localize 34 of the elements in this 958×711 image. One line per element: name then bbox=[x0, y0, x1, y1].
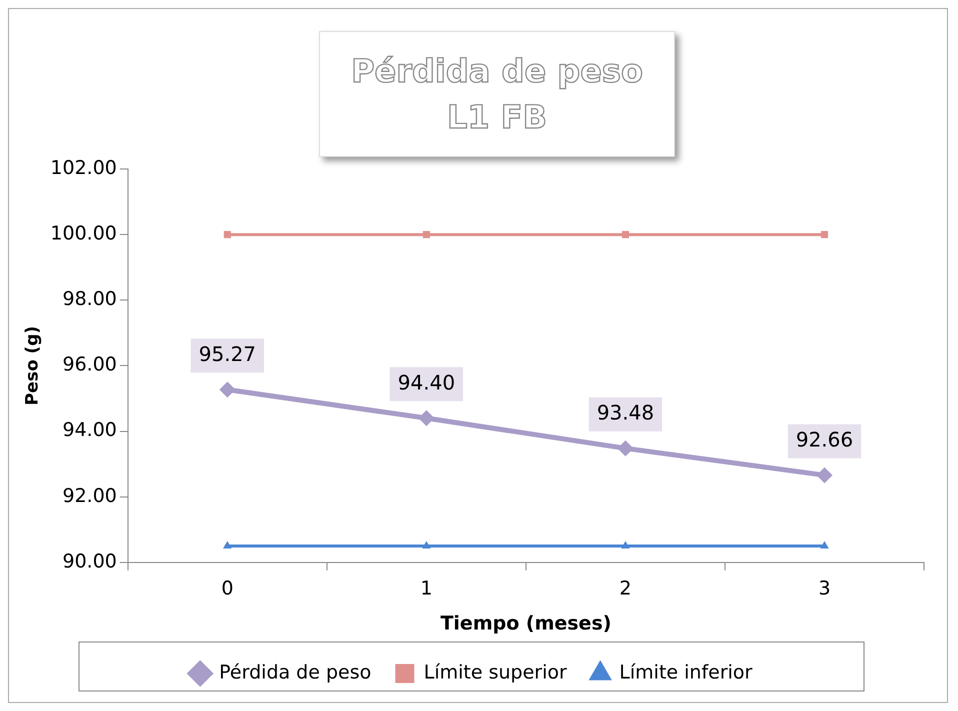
y-axis-title: Peso (g) bbox=[22, 326, 43, 406]
point bbox=[816, 467, 832, 484]
data-label: 95.27 bbox=[198, 342, 256, 366]
point bbox=[617, 440, 634, 456]
y-tick-label: 90.00 bbox=[62, 550, 117, 572]
point bbox=[422, 231, 430, 238]
x-tick-label: 1 bbox=[420, 578, 432, 600]
chart-subtitle: L1 FB bbox=[446, 97, 548, 138]
data-label: 94.40 bbox=[398, 370, 456, 394]
y-tick-label: 96.00 bbox=[62, 354, 117, 376]
point bbox=[219, 382, 236, 398]
point bbox=[422, 541, 431, 549]
legend-label: Pérdida de peso bbox=[219, 661, 372, 684]
legend-label: Límite superior bbox=[424, 661, 567, 684]
point bbox=[621, 541, 630, 549]
chart-title: Pérdida de peso bbox=[350, 51, 644, 92]
y-tick-label: 92.00 bbox=[62, 484, 117, 507]
legend-label: Límite inferior bbox=[619, 661, 753, 684]
x-axis-title: Tiempo (meses) bbox=[440, 612, 612, 635]
y-tick-label: 98.00 bbox=[62, 288, 117, 310]
data-label: 92.66 bbox=[796, 427, 854, 452]
data-label: 93.48 bbox=[596, 400, 654, 425]
point bbox=[622, 231, 629, 238]
x-tick-label: 3 bbox=[818, 578, 831, 600]
point bbox=[223, 541, 232, 549]
point bbox=[418, 410, 434, 426]
point bbox=[820, 541, 829, 549]
point bbox=[820, 231, 828, 238]
x-tick-label: 2 bbox=[619, 578, 632, 600]
y-tick-label: 100.00 bbox=[50, 222, 117, 245]
x-tick-label: 0 bbox=[221, 578, 234, 600]
y-tick-label: 102.00 bbox=[50, 156, 117, 179]
point bbox=[224, 231, 231, 238]
y-tick-label: 94.00 bbox=[62, 419, 117, 442]
